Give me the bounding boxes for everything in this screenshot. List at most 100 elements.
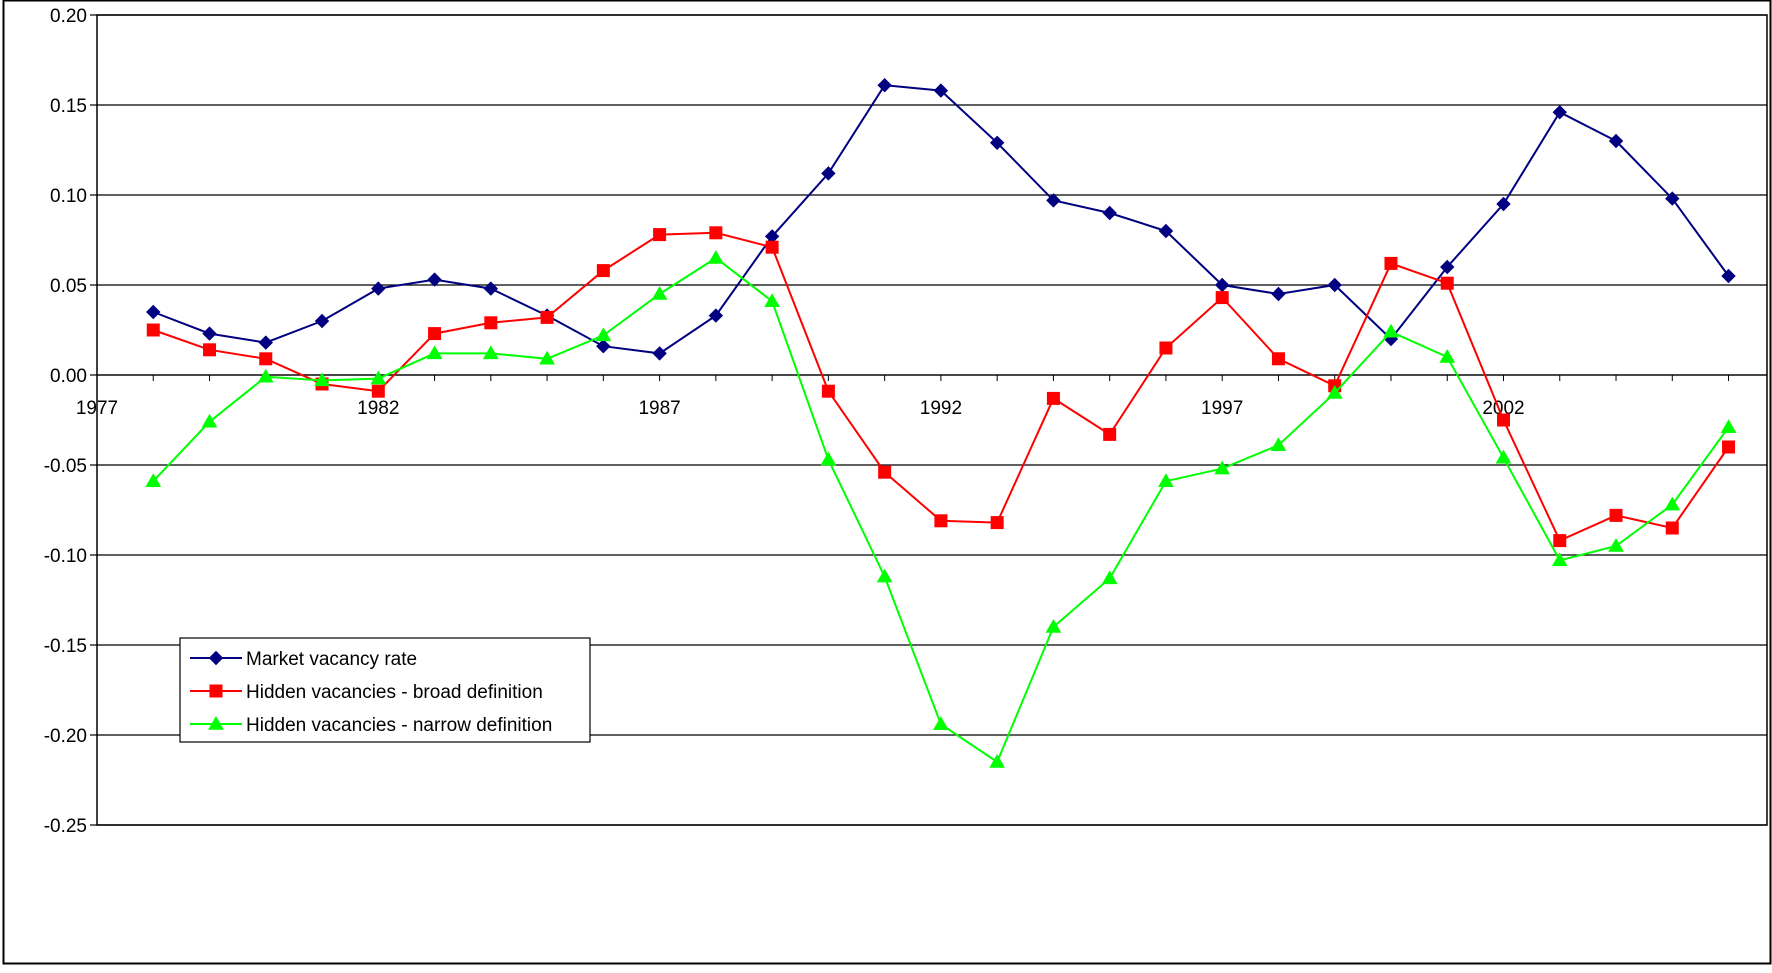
data-point-series-3 [933, 716, 949, 730]
data-point-series-3 [201, 413, 218, 428]
data-point-series-3 [370, 370, 387, 385]
data-point-series-3 [1270, 437, 1287, 451]
y-tick-label: -0.25 [44, 816, 87, 837]
data-point-series-1 [1327, 277, 1342, 293]
data-point-series-2 [1159, 341, 1173, 355]
data-point-series-3 [1045, 618, 1062, 633]
data-point-series-2 [1665, 521, 1679, 535]
data-point-series-2 [1609, 508, 1623, 522]
data-point-series-2 [596, 264, 610, 278]
data-point-series-3 [145, 473, 162, 487]
data-point-series-3 [1214, 460, 1231, 475]
data-point-series-1 [146, 304, 161, 320]
data-point-series-2 [1271, 352, 1285, 366]
data-point-series-3 [1383, 323, 1399, 338]
data-point-series-2 [1215, 291, 1229, 305]
data-point-series-2 [1440, 276, 1454, 290]
data-point-series-2 [1722, 440, 1736, 454]
data-point-series-1 [1552, 104, 1567, 120]
data-point-series-2 [1497, 413, 1510, 427]
y-tick-label: 0.20 [50, 6, 87, 27]
x-tick-label: 1977 [76, 398, 118, 419]
data-point-series-1 [202, 326, 217, 341]
data-point-series-1 [1271, 286, 1286, 302]
data-point-series-3 [1101, 570, 1118, 585]
data-point-series-3 [426, 345, 443, 360]
data-point-series-2 [653, 228, 667, 242]
data-point-series-2 [1384, 256, 1398, 270]
data-point-series-3 [820, 451, 837, 466]
data-point-series-1 [1496, 196, 1511, 212]
data-point-series-2 [1046, 391, 1060, 405]
data-point-series-2 [371, 384, 385, 398]
data-point-series-3 [257, 368, 274, 383]
data-point-series-1 [483, 281, 499, 296]
data-point-series-1 [1102, 205, 1117, 221]
data-point-series-1 [821, 166, 836, 181]
data-point-series-2 [484, 316, 498, 330]
data-point-series-2 [878, 465, 892, 479]
data-point-series-3 [314, 372, 330, 387]
data-point-series-1 [1665, 191, 1680, 206]
data-point-series-2 [990, 516, 1004, 530]
data-point-series-1 [371, 281, 386, 296]
data-point-series-1 [877, 77, 892, 93]
legend-box [179, 637, 591, 743]
legend-marker-1 [208, 650, 224, 666]
data-point-series-1 [989, 135, 1005, 151]
data-point-series-3 [651, 285, 668, 300]
legend-label-1: Market vacancy rate [246, 649, 417, 670]
y-tick-label: -0.05 [44, 456, 87, 477]
data-point-series-1 [314, 313, 330, 329]
data-point-series-3 [539, 350, 555, 365]
data-point-series-2 [709, 226, 723, 240]
data-point-series-1 [1046, 193, 1061, 208]
legend-marker-2 [209, 684, 223, 698]
data-point-series-2 [540, 310, 554, 324]
data-point-series-1 [596, 338, 611, 354]
x-tick-label: 2002 [1482, 398, 1524, 419]
data-point-series-3 [1495, 449, 1512, 464]
data-point-series-2 [1553, 534, 1567, 548]
data-point-series-2 [203, 343, 217, 357]
x-tick-label: 1982 [357, 398, 399, 419]
data-point-series-2 [821, 384, 835, 398]
legend-label-3: Hidden vacancies - narrow definition [246, 715, 552, 736]
data-point-series-3 [989, 753, 1006, 768]
data-point-series-3 [482, 345, 499, 360]
data-point-series-3 [1158, 473, 1174, 487]
data-point-series-2 [934, 514, 948, 528]
data-point-series-3 [1720, 419, 1737, 433]
data-point-series-1 [1440, 259, 1455, 275]
data-point-series-2 [259, 352, 273, 366]
legend-marker-3 [208, 715, 224, 730]
data-point-series-3 [1608, 537, 1624, 552]
data-point-series-1 [258, 335, 273, 350]
y-tick-label: 0.05 [50, 276, 87, 297]
data-point-series-1 [1158, 223, 1174, 239]
data-point-series-3 [1326, 384, 1343, 399]
data-point-series-3 [707, 249, 724, 264]
y-tick-label: 0.00 [50, 366, 87, 387]
data-point-series-2 [428, 327, 442, 341]
data-point-series-1 [1608, 133, 1624, 149]
data-point-series-3 [595, 327, 612, 342]
data-point-series-1 [708, 308, 724, 323]
y-tick-label: -0.20 [44, 726, 87, 747]
y-tick-label: -0.15 [44, 636, 87, 657]
data-point-series-3 [1551, 552, 1568, 567]
y-tick-label: -0.10 [44, 546, 87, 567]
data-point-series-1 [427, 272, 442, 287]
x-tick-label: 1987 [638, 398, 680, 419]
data-point-series-3 [764, 293, 780, 307]
data-point-series-2 [765, 240, 779, 254]
data-point-series-3 [876, 568, 893, 583]
data-point-series-1 [652, 346, 667, 361]
y-tick-label: 0.15 [50, 96, 87, 117]
data-point-series-3 [1439, 348, 1456, 363]
data-point-series-2 [1103, 427, 1117, 441]
data-point-series-2 [146, 323, 160, 337]
